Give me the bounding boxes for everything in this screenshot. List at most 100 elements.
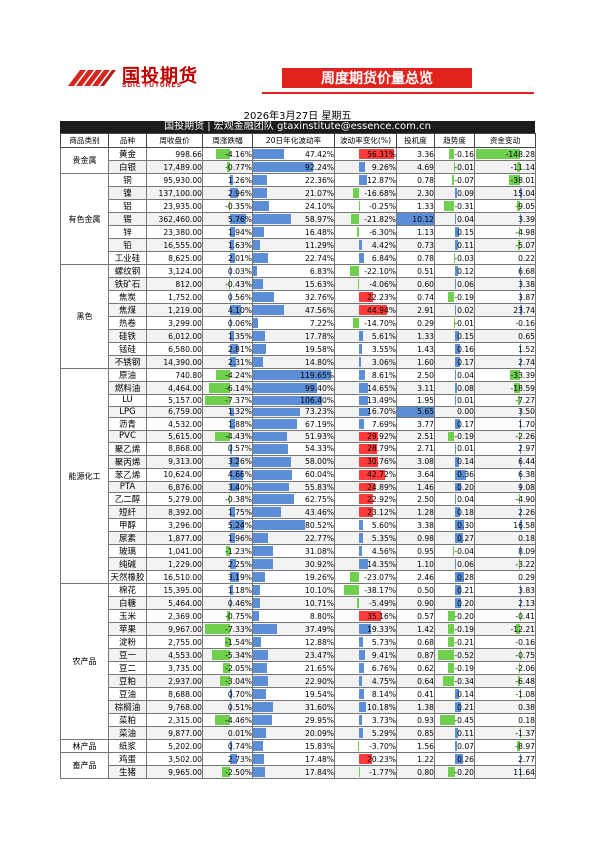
fund-flow: -4.98 [474,225,536,239]
weekly-change-value: -0.77% [225,162,252,172]
table-row: 铁矿石 812.00 -0.43% 15.63% -4.06% 0.60 0.06 3.38 [61,277,536,291]
fund-flow-value: 9.08 [518,482,535,492]
speculation-degree: 2.50 [396,492,435,507]
volatility-change-bar [357,279,360,289]
trend-degree-bar [454,240,459,250]
trend-degree: 0.04 [434,492,475,507]
annualized-volatility-bar [253,456,291,467]
weekly-change-bar [229,520,245,531]
annualized-volatility: 37.49% [252,622,335,637]
annualized-volatility-bar [253,598,260,609]
table-row: 聚乙烯 8,868.00 0.57% 54.33% 28.79% 2.71 0.01 2.97 [61,441,536,456]
weekly-change-value: 2.73% [227,754,252,764]
fund-flow-value: 8.09 [518,546,535,556]
weekly-change-bar [229,469,243,480]
volatility-change-value: 8.61% [371,370,396,380]
weekly-close: 9,768.00 [146,700,203,715]
annualized-volatility: 29.95% [252,713,335,728]
weekly-close: 3,124.00 [146,264,203,278]
trend-degree-value: -0.45 [454,715,474,725]
annualized-volatility-bar [253,533,268,544]
weekly-close: 1,752.00 [146,290,203,304]
trend-degree-bar [452,175,455,185]
category-cell: 有色金属 [60,173,109,265]
weekly-close: 362,460.00 [146,212,203,226]
weekly-change: -4.16% [202,147,253,161]
weekly-change: 1.26% [202,173,253,187]
fund-flow-value: -8.97 [515,741,535,751]
annualized-volatility-value: 17.84% [305,767,334,777]
annualized-volatility-bar [253,419,297,430]
weekly-close: 1,041.00 [146,544,203,559]
speculation-degree: 0.78 [396,173,435,187]
volatility-change: 4.75% [334,674,397,689]
volatility-change-bar [359,715,362,726]
product-name: 工业硅 [108,251,147,265]
volatility-change-value: -4.06% [369,279,396,289]
weekly-close: 3,502.00 [146,752,203,767]
table-row: 锰硅 6,580.00 2.81% 19.58% 3.55% 1.43 0.16 1.52 [61,342,536,356]
weekly-change-bar [229,175,234,185]
fund-flow-value: -0.16 [515,318,535,328]
volatility-change: 14.65% [334,381,397,395]
product-name: 沥青 [108,417,147,432]
annualized-volatility-bar [253,482,290,492]
trend-degree-bar [454,572,464,583]
fund-flow-value: 15.04 [513,188,535,198]
weekly-close: 137,100.00 [146,186,203,200]
weekly-change: 0.70% [202,687,253,702]
fund-flow-value: 1.70 [518,419,535,429]
weekly-close: 2,369.00 [146,609,203,624]
annualized-volatility-value: 22.74% [305,253,334,263]
fund-flow-value: -33.39 [510,370,535,380]
fund-flow-bar [520,188,522,198]
fund-flow: 0.29 [474,570,536,585]
annualized-volatility: 54.33% [252,441,335,456]
table-row: 棕榈油 9,768.00 0.51% 31.60% 10.18% 1.38 0.21 0.38 [61,700,536,715]
weekly-change-value: -6.14% [225,383,252,393]
col-header-fund-flow: 资金变动 [474,133,536,148]
weekly-change: -2.05% [202,661,253,676]
volatility-change-value: 56.31% [367,149,396,159]
annualized-volatility: 58.97% [252,212,335,226]
annualized-volatility-bar [253,188,267,198]
product-name: 铁矿石 [108,277,147,291]
weekly-change-bar [229,741,232,752]
trend-degree-bar [454,383,458,393]
product-name: 锡 [108,212,147,226]
annualized-volatility-value: 106.40% [300,395,334,405]
col-header-close: 周收盘价 [146,133,203,148]
volatility-change-value: 5.60% [371,520,396,530]
annualized-volatility: 43.46% [252,505,335,520]
fund-flow-bar [518,494,520,505]
fund-flow-bar [520,456,521,467]
speculation-degree: 10.12 [396,212,435,226]
annualized-volatility: 10.10% [252,583,335,598]
volatility-change-bar [359,370,365,380]
annualized-volatility-bar [253,344,266,354]
col-header-volatility: 20日年化波动率 [252,133,335,148]
table-row: 锡 362,460.00 5.76% 58.97% -21.82% 10.12 0.04 3.… [61,212,536,226]
volatility-change: 5.35% [334,531,397,546]
annualized-volatility-bar [253,676,268,687]
weekly-close: 6,580.00 [146,342,203,356]
product-name: 锌 [108,225,147,239]
speculation-degree: 3.11 [396,381,435,395]
volatility-change: -6.30% [334,225,397,239]
weekly-change-value: 1.94% [227,227,252,237]
table-row: 短纤 8,392.00 1.75% 43.46% 23.12% 1.28 0.18 2.26 [61,505,536,520]
fund-flow: -3.22 [474,557,536,572]
annualized-volatility-value: 43.46% [305,507,334,517]
trend-degree-bar [448,611,455,622]
table-row: 不锈钢 14,390.00 2.31% 14.80% 3.06% 1.60 0.17 2.74 [61,355,536,369]
weekly-change-bar [209,383,230,393]
annualized-volatility-bar [253,214,292,224]
table-row: 焦煤 1,219.00 4.10% 47.56% 44.94% 2.91 0.02 23.74 [61,303,536,317]
annualized-volatility-bar [253,357,263,367]
volatility-change-bar [359,456,379,467]
weekly-close: 14,390.00 [146,355,203,369]
fund-flow: 3.83 [474,583,536,598]
weekly-change: -3.04% [202,674,253,689]
weekly-close: 5,615.00 [146,430,203,443]
annualized-volatility-value: 19.54% [305,689,334,699]
